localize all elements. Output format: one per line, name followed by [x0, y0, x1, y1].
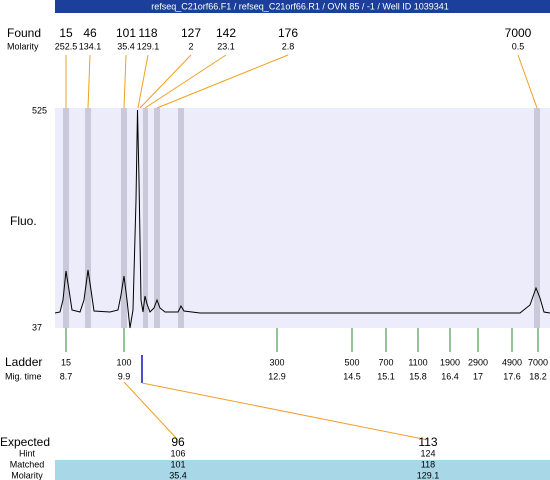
peak-bands: [63, 108, 540, 328]
y-label: Fluo.: [10, 214, 37, 228]
ladder-size: 300: [269, 357, 284, 367]
matched-size: 118: [421, 459, 435, 469]
ladder-time: 8.7: [60, 371, 73, 381]
peak-link: [137, 54, 149, 109]
molarity-label: Molarity: [7, 41, 39, 51]
found-molarity: 2: [188, 41, 193, 51]
ladder-time: 18.2: [529, 371, 547, 381]
ladder-size: 100: [116, 357, 131, 367]
found-size: 46: [83, 26, 97, 40]
ladder-time: 15.8: [409, 371, 427, 381]
found-label: Found: [7, 26, 41, 40]
found-size: 127: [181, 26, 201, 40]
ladder-time: 17: [473, 371, 483, 381]
matched-size: 101: [170, 459, 185, 469]
ladder-size: 7000: [528, 357, 548, 367]
peak-link: [517, 54, 538, 109]
ladder-size: 500: [344, 357, 359, 367]
peak-link: [87, 54, 91, 109]
found-molarity: 129.1: [137, 41, 160, 51]
link-line: [141, 382, 429, 441]
ladder-size: 15: [61, 357, 71, 367]
matched-molarity: 129.1: [417, 470, 440, 480]
found-molarity: 0.5: [512, 41, 525, 51]
found-molarity: 23.1: [217, 41, 235, 51]
hint-size: 106: [170, 448, 185, 458]
ladder-time: 17.6: [503, 371, 521, 381]
found-size: 142: [216, 26, 236, 40]
ladder-size: 1100: [408, 357, 427, 367]
ladder-time: 9.9: [118, 371, 131, 381]
expected-size: 96: [171, 435, 185, 449]
found-size: 101: [116, 26, 136, 40]
found-size: 15: [59, 26, 73, 40]
matched-band: [55, 460, 550, 480]
found-molarity: 252.5: [55, 41, 78, 51]
ladder-size: 4900: [502, 357, 522, 367]
hint-size: 124: [420, 448, 435, 458]
matched-molarity: 35.4: [169, 470, 187, 480]
peak-link: [144, 54, 227, 109]
found-molarity: 35.4: [117, 41, 135, 51]
ladder-label: Ladder: [5, 355, 42, 369]
ladder-time: 15.1: [377, 371, 395, 381]
molarity-label: Molarity: [11, 470, 43, 480]
ladder-size: 2900: [468, 357, 488, 367]
peak-link: [156, 54, 289, 109]
ladder-time: 12.9: [268, 371, 286, 381]
expected-label: Expected: [0, 435, 50, 449]
found-molarity: 134.1: [79, 41, 102, 51]
matched-label: Matched: [10, 459, 45, 469]
plot-area: [55, 108, 550, 328]
found-size: 118: [138, 26, 157, 40]
hint-label: Hint: [19, 448, 36, 458]
found-size: 176: [278, 26, 298, 40]
found-size: 7000: [505, 26, 532, 40]
y-min: 37: [32, 322, 42, 332]
expected-size: 113: [418, 435, 437, 449]
migtime-label: Mig. time: [5, 371, 42, 381]
peak-link: [123, 54, 127, 109]
found-molarity: 2.8: [282, 41, 295, 51]
peak-link: [139, 54, 192, 109]
ladder-time: 16.4: [441, 371, 459, 381]
ladder-size: 1900: [440, 357, 460, 367]
y-max: 525: [32, 105, 47, 115]
ladder-time: 14.5: [343, 371, 361, 381]
link-line: [123, 381, 179, 441]
trace: [54, 109, 550, 329]
title: refseq_C21orf66.F1 / refseq_C21orf66.R1 …: [151, 1, 449, 11]
ladder-size: 700: [378, 357, 393, 367]
title-bar: [55, 0, 550, 13]
